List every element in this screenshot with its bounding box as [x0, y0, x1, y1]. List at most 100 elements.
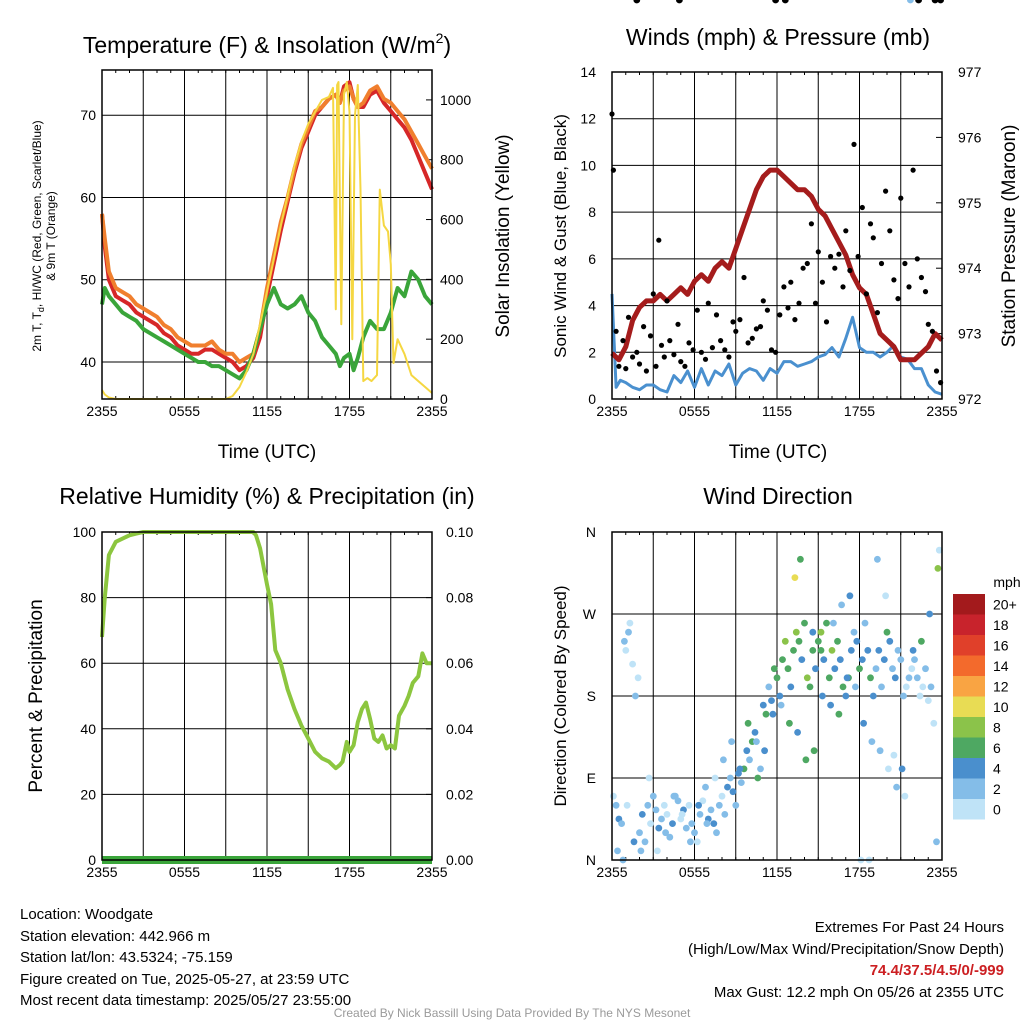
direction-point [830, 619, 837, 627]
direction-point [713, 829, 720, 837]
legend-label: 2 [993, 781, 1001, 797]
direction-ytick-label: E [587, 770, 596, 786]
direction-point [927, 683, 935, 691]
direction-point [934, 565, 942, 572]
legend-swatch [953, 758, 985, 779]
direction-point [814, 637, 822, 645]
pressure-ytick-label: 974 [958, 260, 982, 276]
direction-point [737, 779, 745, 786]
direction-point [820, 656, 828, 663]
direction-point [762, 710, 770, 718]
gust-point [887, 228, 893, 234]
direction-point [894, 647, 902, 654]
gust-point [906, 284, 912, 290]
direction-point [652, 806, 660, 814]
direction-point [721, 811, 729, 818]
gust-point [623, 366, 629, 372]
gust-point [671, 352, 677, 358]
legend-swatch [953, 799, 985, 820]
wind-direction-title: Wind Direction [703, 483, 853, 509]
gust-point [832, 265, 838, 271]
direction-ytick-label: N [586, 524, 596, 540]
gust-point [641, 324, 647, 330]
gust-point [874, 310, 881, 316]
direction-point [633, 0, 641, 4]
winds-xlabel: Time (UTC) [729, 442, 828, 463]
direction-point [626, 619, 634, 627]
gust-point [891, 277, 897, 283]
direction-point [825, 674, 833, 682]
direction-point [898, 765, 906, 773]
gust-point [702, 356, 709, 362]
direction-point [897, 656, 905, 663]
direction-point [674, 797, 682, 805]
gust-point [664, 298, 670, 304]
direction-point [618, 820, 625, 827]
direction-point [882, 592, 889, 600]
direction-point [886, 637, 894, 645]
humidity-ytick-label: 0 [88, 852, 96, 868]
direction-point [765, 683, 773, 691]
temp-frame [101, 69, 433, 400]
gust-point [918, 274, 925, 281]
winds-title: Winds (mph) & Pressure (mb) [626, 24, 930, 50]
gust-point [745, 340, 751, 346]
direction-point [649, 792, 657, 800]
winds-ytick-label: 4 [588, 298, 596, 314]
precip-ytick-label: 0.02 [446, 786, 473, 802]
temp-ytick-label: 70 [80, 107, 96, 123]
direction-point [798, 656, 806, 663]
direction-point [858, 656, 866, 663]
gust-point [730, 319, 736, 325]
winds-ytick-label: 12 [580, 111, 596, 127]
direction-point [911, 656, 918, 663]
direction-point [630, 838, 638, 846]
direction-point [891, 674, 899, 682]
elevation-text: Station elevation: 442.966 m [20, 927, 211, 945]
gust-point [855, 253, 861, 260]
location-text: Location: Woodgate [20, 906, 154, 923]
direction-point [803, 674, 811, 682]
direction-point [875, 647, 883, 654]
gust-point [653, 363, 659, 369]
direction-point [791, 574, 799, 581]
gust-point [713, 312, 720, 318]
direction-point [645, 774, 653, 782]
legend-label: 20+ [993, 596, 1017, 612]
direction-point [819, 692, 826, 700]
gust-point [796, 300, 802, 306]
direction-point [729, 788, 737, 796]
gust-point [678, 359, 684, 365]
direction-point [913, 674, 921, 682]
direction-point [924, 697, 932, 704]
direction-point [644, 801, 652, 809]
gust-point [741, 274, 747, 281]
direction-point [926, 610, 933, 618]
legend-swatch [953, 676, 985, 697]
direction-point [654, 847, 661, 855]
gust-point [694, 307, 700, 313]
legend-label: 16 [993, 637, 1009, 653]
gust-point [682, 363, 688, 369]
temp-ytick-label: 40 [80, 354, 96, 370]
direction-point [918, 637, 925, 645]
direction-point [720, 756, 727, 764]
direction-point [622, 647, 630, 654]
winds-xtick-label: 2355 [596, 403, 627, 419]
direction-point [809, 628, 817, 636]
direction-point [761, 747, 768, 755]
max-gust-text: Max Gust: 12.2 mph On 05/26 at 2355 UTC [713, 983, 1004, 1001]
direction-point [933, 838, 940, 846]
direction-point [647, 820, 654, 827]
direction-point [636, 829, 643, 837]
gust-point [910, 167, 916, 173]
extremes-title: Extremes For Past 24 Hours [814, 919, 1004, 936]
pressure-ytick-label: 976 [958, 129, 982, 145]
gust-point [650, 291, 656, 297]
solar-ytick-label: 0 [440, 391, 448, 407]
direction-point [812, 665, 819, 673]
winds-xtick-label: 0555 [679, 403, 710, 419]
direction-point [662, 829, 669, 837]
temperature-title: Temperature (F) & Insolation (W/m2) [83, 30, 451, 58]
direction-point [784, 665, 792, 673]
